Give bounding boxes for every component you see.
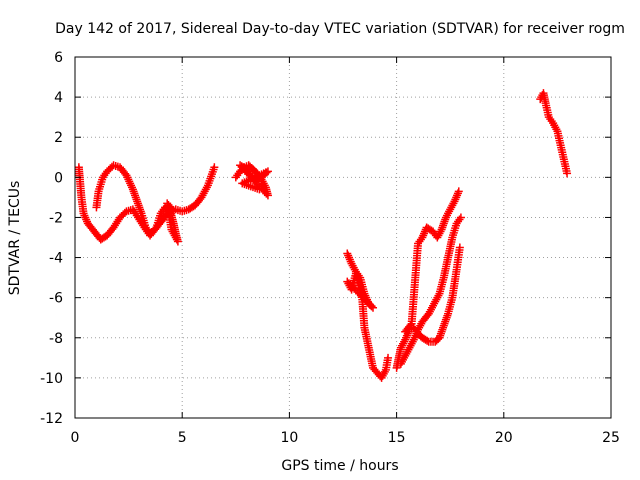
y-tick-label: 4 [54, 90, 63, 106]
data-point [365, 300, 374, 309]
y-axis-label: SDTVAR / TECUs [7, 181, 23, 296]
grid-lines [75, 57, 611, 418]
data-point [563, 169, 572, 178]
data-point [362, 296, 371, 305]
data-point [455, 243, 464, 252]
x-tick-label: 0 [71, 430, 80, 446]
x-tick-label: 20 [495, 430, 513, 446]
y-tick-label: -10 [40, 371, 63, 387]
data-point [384, 353, 393, 362]
chart-title: Day 142 of 2017, Sidereal Day-to-day VTE… [55, 21, 625, 37]
data-point [454, 187, 463, 196]
data-point [406, 321, 415, 330]
x-tick-label: 25 [602, 430, 620, 446]
y-tick-label: -12 [40, 411, 63, 427]
y-tick-label: 2 [54, 130, 63, 146]
data-point [168, 205, 177, 214]
y-tick-label: -2 [49, 210, 63, 226]
axis-ticks: 0 5 10 15 20 25 -12 -10 -8 -6 -4 -2 0 2 4 6 [40, 50, 620, 446]
data-point [255, 185, 264, 194]
x-tick-label: 5 [178, 430, 187, 446]
y-tick-label: 6 [54, 50, 63, 66]
plot-frame [74, 56, 612, 419]
x-tick-label: 15 [388, 430, 406, 446]
data-point [423, 336, 432, 345]
y-tick-label: -4 [49, 251, 63, 267]
x-tick-label: 10 [280, 430, 298, 446]
data-point [456, 213, 465, 222]
data-point [367, 301, 376, 310]
y-tick-label: 0 [54, 170, 63, 186]
y-tick-label: -8 [49, 331, 63, 347]
data-point [210, 163, 219, 172]
data-point [369, 303, 378, 312]
y-tick-label: -6 [49, 291, 63, 307]
data-point [169, 207, 178, 216]
x-axis-label: GPS time / hours [281, 458, 398, 474]
data-points [74, 89, 572, 382]
